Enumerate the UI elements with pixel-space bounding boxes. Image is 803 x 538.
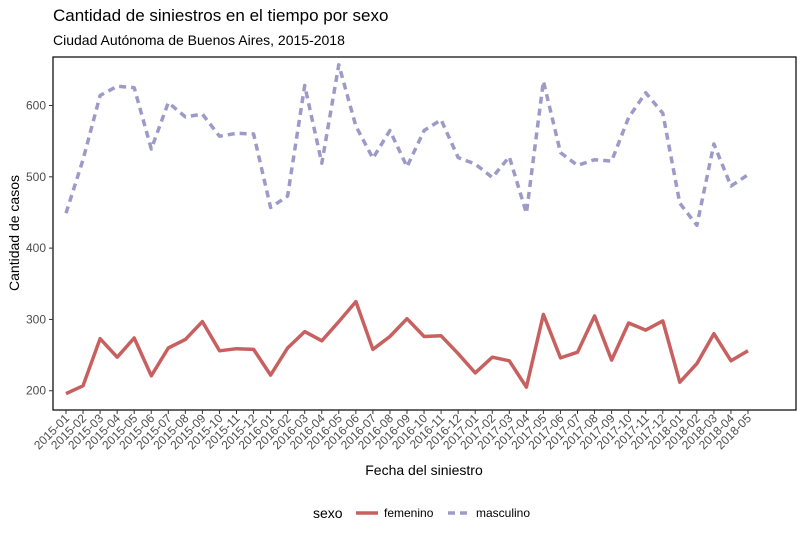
- x-axis: 2015-012015-022015-032015-042015-052015-…: [31, 410, 754, 452]
- y-axis: 200 300 400 500 600: [26, 98, 53, 398]
- y-tick-label: 600: [26, 98, 46, 112]
- legend-title: sexo: [313, 505, 343, 521]
- legend: sexo femenino masculino: [313, 505, 530, 521]
- x-axis-title: Fecha del siniestro: [365, 462, 483, 478]
- legend-label-masculino: masculino: [476, 506, 530, 520]
- y-tick-label: 500: [26, 170, 46, 184]
- y-tick-label: 300: [26, 312, 46, 326]
- series-line-masculino: [64, 63, 749, 228]
- y-axis-title: Cantidad de casos: [6, 175, 22, 291]
- y-tick-label: 200: [26, 384, 46, 398]
- legend-label-femenino: femenino: [384, 506, 434, 520]
- chart-subtitle: Ciudad Autónoma de Buenos Aires, 2015-20…: [53, 32, 345, 48]
- series-line-femenino: [65, 299, 749, 396]
- series-layer: [64, 63, 749, 396]
- y-tick-label: 400: [26, 241, 46, 255]
- chart-title: Cantidad de siniestros en el tiempo por …: [53, 6, 389, 25]
